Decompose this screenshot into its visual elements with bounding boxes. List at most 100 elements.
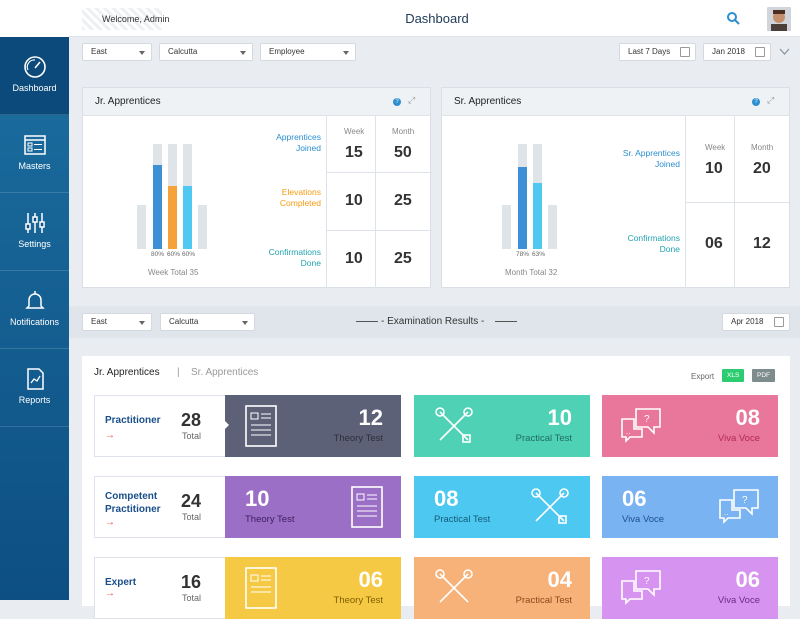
sliders-icon	[24, 213, 45, 233]
divider	[326, 172, 432, 173]
export-xls-button[interactable]: XLS	[722, 369, 745, 382]
tile-viva-voce[interactable]: ? 06 Viva Voce	[602, 557, 778, 619]
tile-label: Theory Test	[333, 433, 383, 444]
divider	[326, 116, 327, 289]
tile-practical-test[interactable]: 04 Practical Test	[414, 557, 590, 619]
exam-month-select[interactable]: Apr 2018	[722, 313, 790, 331]
svg-text:?: ?	[742, 495, 748, 506]
export-pdf-button[interactable]: PDF	[752, 369, 775, 382]
divider	[375, 116, 376, 289]
chart-footer: Month Total 32	[505, 268, 558, 277]
tile-practical-test[interactable]: 10 Practical Test	[414, 395, 590, 457]
card-header	[442, 88, 789, 116]
select-value: Jan 2018	[712, 47, 745, 56]
expand-icon[interactable]: ⤢	[408, 95, 416, 105]
welcome-pattern	[82, 8, 162, 30]
avatar[interactable]	[767, 7, 791, 31]
tile-theory-test[interactable]: 06 Theory Test	[225, 557, 401, 619]
sidebar-item-settings[interactable]: Settings	[0, 193, 69, 271]
tab-jr-apprentices[interactable]: Jr. Apprentices	[94, 367, 160, 378]
exam-row-competent-practitioner[interactable]: Competent Practitioner → 24 Total	[94, 476, 226, 538]
bar-label: 60%	[167, 251, 181, 258]
total-label: Total	[182, 512, 202, 522]
sidebar-item-masters[interactable]: Masters	[0, 115, 69, 193]
bar-label: 60%	[182, 251, 196, 258]
bar-bg	[137, 205, 146, 249]
select-value: Last 7 Days	[628, 47, 671, 56]
chevron-down-icon	[240, 51, 246, 55]
tile-theory-test[interactable]: 10 Theory Test	[225, 476, 401, 538]
bar-bg	[502, 205, 511, 249]
stat-week: 10	[345, 192, 363, 209]
tile-viva-voce[interactable]: 06 Viva Voce ?..	[602, 476, 778, 538]
chat-icon: ?..	[719, 489, 759, 524]
divider	[326, 230, 432, 231]
tile-label: Practical Test	[515, 433, 572, 444]
sidebar: Dashboard Masters Settings Notifications…	[0, 37, 69, 600]
divider	[685, 202, 791, 203]
sidebar-item-label: Notifications	[9, 317, 60, 327]
list-window-icon	[23, 135, 46, 155]
sidebar-item-notifications[interactable]: Notifications	[0, 271, 69, 349]
bar-bg	[548, 205, 557, 249]
tile-count: 06	[735, 567, 760, 592]
tab-sr-apprentices[interactable]: Sr. Apprentices	[191, 367, 259, 378]
welcome-text: Welcome, Admin	[102, 14, 170, 24]
report-icon	[26, 368, 44, 390]
date-range-select[interactable]: Last 7 Days	[619, 43, 696, 61]
tile-viva-voce[interactable]: ?.. 08 Viva Voce	[602, 395, 778, 457]
sidebar-item-reports[interactable]: Reports	[0, 349, 69, 427]
exam-row-practitioner[interactable]: Practitioner → 28 Total	[94, 395, 226, 457]
bar-confirmations	[183, 186, 192, 249]
sr-apprentices-card: Sr. Apprentices ? ⤢ 78% 63% Month Total …	[441, 87, 791, 289]
exam-city-select[interactable]: Calcutta	[160, 313, 255, 331]
region-select[interactable]: East	[82, 43, 152, 61]
tile-label: Theory Test	[245, 514, 295, 525]
bar-label: 63%	[532, 251, 546, 258]
search-icon[interactable]	[726, 11, 740, 25]
bar-joined	[518, 167, 527, 249]
col-month: Month	[751, 143, 774, 152]
city-select[interactable]: Calcutta	[159, 43, 253, 61]
chevron-down-icon	[242, 321, 248, 325]
tile-count: 08	[434, 486, 459, 511]
svg-text:?: ?	[644, 414, 650, 425]
chart-footer: Week Total 35	[148, 268, 199, 277]
card-title: Jr. Apprentices	[95, 96, 161, 107]
sidebar-item-label: Dashboard	[12, 83, 57, 93]
document-icon	[245, 405, 277, 447]
total-label: Total	[182, 593, 202, 603]
help-icon[interactable]: ?	[393, 98, 401, 106]
svg-text:?: ?	[644, 576, 650, 587]
tile-label: Practical Test	[434, 514, 491, 525]
expand-icon[interactable]: ⤢	[767, 95, 775, 105]
role-select[interactable]: Employee	[260, 43, 356, 61]
tile-count: 08	[735, 405, 760, 430]
exam-region-select[interactable]: East	[82, 313, 152, 331]
bell-icon	[24, 291, 45, 309]
stat-month: 20	[753, 160, 771, 177]
bar-confirmations	[533, 182, 542, 249]
stat-week: 06	[705, 235, 723, 252]
select-value: Calcutta	[168, 47, 198, 56]
chat-icon: ?	[621, 570, 661, 605]
svg-text:..: ..	[626, 427, 630, 436]
total-label: Total	[182, 431, 202, 441]
sidebar-item-label: Settings	[18, 239, 51, 249]
collapse-chevron-icon[interactable]	[779, 48, 790, 56]
stat-month: 25	[394, 192, 412, 209]
calendar-icon	[755, 47, 765, 57]
tile-theory-test[interactable]: 12 Theory Test	[224, 395, 401, 457]
document-icon	[245, 567, 277, 609]
stat-label: Confirmations Done	[627, 233, 680, 254]
help-icon[interactable]: ?	[752, 98, 760, 106]
stat-label: Sr. Apprentices Joined	[622, 148, 680, 169]
level-name: Competent Practitioner	[105, 491, 161, 515]
jr-apprentices-card: Jr. Apprentices ? ⤢ 80% 60% 60% Week Tot…	[82, 87, 432, 289]
tile-practical-test[interactable]: 08 Practical Test	[414, 476, 590, 538]
month-select[interactable]: Jan 2018	[703, 43, 771, 61]
tile-count: 10	[245, 486, 270, 511]
exam-row-expert[interactable]: Expert → 16 Total	[94, 557, 226, 619]
sidebar-item-dashboard[interactable]: Dashboard	[0, 37, 69, 115]
chat-icon: ?..	[621, 408, 661, 443]
